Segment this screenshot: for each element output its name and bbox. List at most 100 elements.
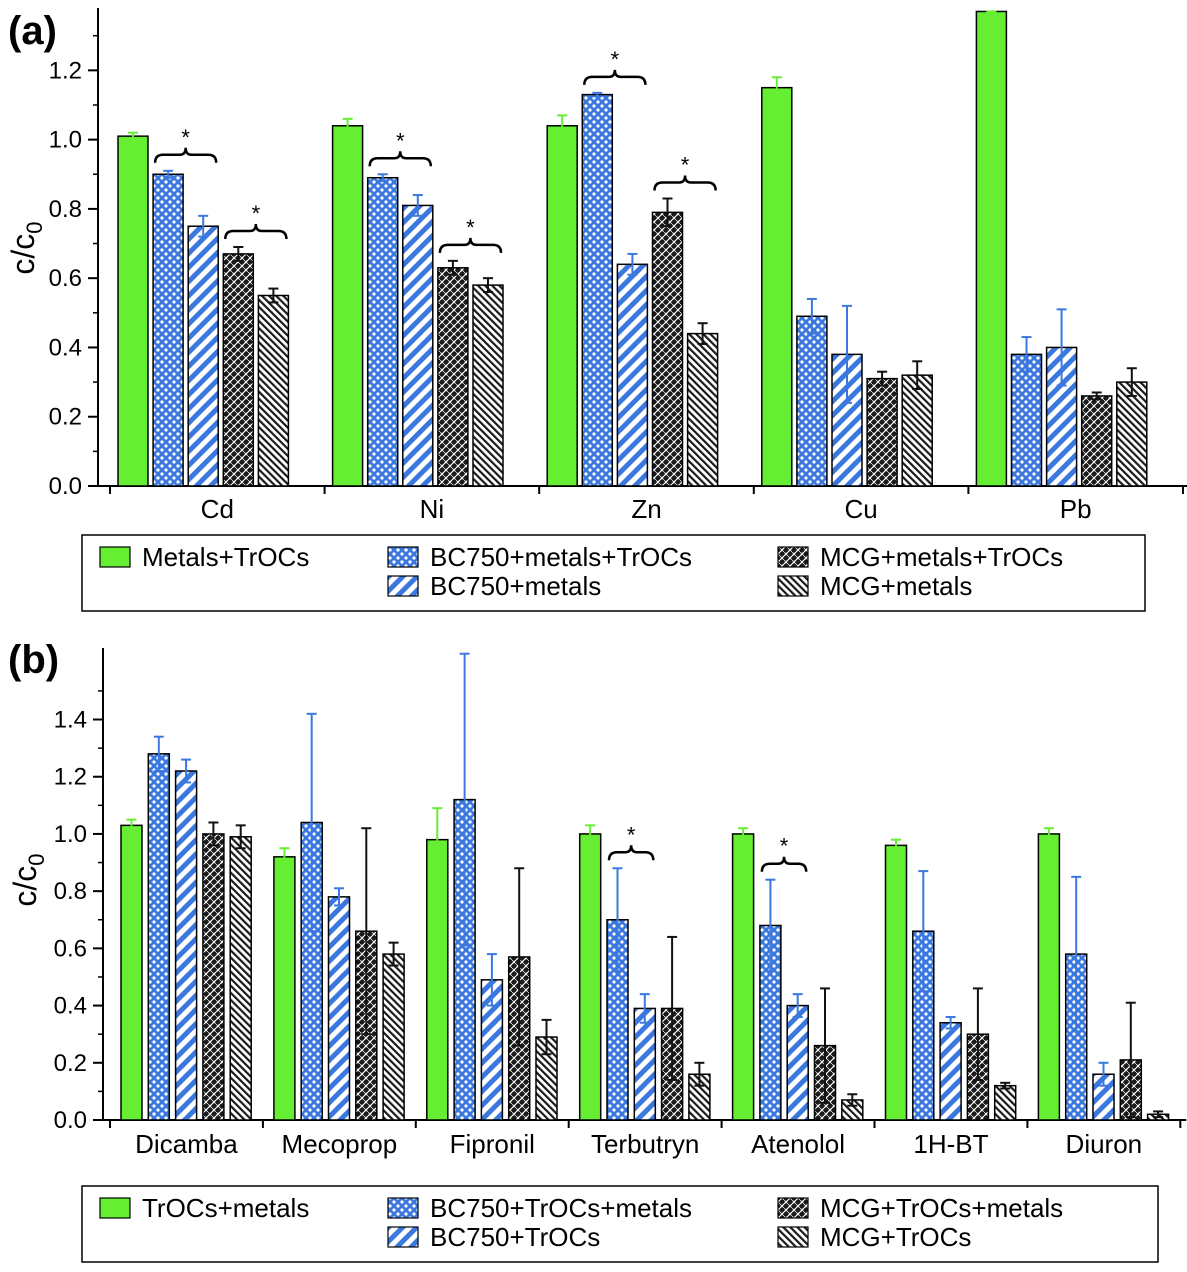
y-tick-label: 0.6: [54, 935, 87, 962]
significance-asterisk: *: [627, 822, 636, 847]
significance-asterisk: *: [396, 128, 405, 153]
x-tick-label: Terbutryn: [591, 1129, 699, 1159]
x-tick-label: Diuron: [1066, 1129, 1143, 1159]
significance-asterisk: *: [181, 125, 190, 150]
legend-entry: BC750+TrOCs: [430, 1222, 600, 1252]
legend-entry: BC750+metals+TrOCs: [430, 542, 692, 572]
y-tick-label: 0.2: [49, 404, 82, 431]
panel-b-legend: TrOCs+metals BC750+TrOCs+metalsBC750+TrOC…: [81, 1185, 1159, 1263]
bar: [331, 125, 364, 487]
y-axis-label: c/c0: [7, 853, 49, 906]
bar: [229, 836, 252, 1121]
bar: [472, 284, 504, 487]
y-axis-label-sub: 0: [22, 221, 47, 233]
x-tick-label: Ni: [420, 494, 445, 524]
panel-a-label: (a): [8, 9, 57, 53]
bar: [120, 824, 143, 1121]
bar: [187, 225, 219, 487]
significance-asterisk: *: [611, 47, 620, 72]
bar: [273, 856, 296, 1121]
y-tick-label: 1.0: [49, 127, 82, 154]
significance-brace: [760, 856, 808, 872]
y-tick-label: 0.0: [54, 1107, 87, 1134]
legend-swatch: [777, 546, 809, 568]
y-tick-label: 1.2: [54, 764, 87, 791]
bar: [437, 267, 469, 487]
bar: [884, 844, 908, 1121]
bar: [117, 135, 149, 487]
significance-asterisk: *: [681, 153, 690, 178]
y-tick-label: 0.6: [49, 265, 82, 292]
bar: [257, 294, 290, 487]
y-tick-label: 0.4: [54, 993, 87, 1020]
bar: [382, 953, 405, 1121]
x-tick-label: Cd: [201, 494, 234, 524]
bar: [327, 896, 351, 1121]
bar: [1010, 353, 1043, 487]
bar: [796, 315, 828, 487]
legend-swatch: [387, 1226, 419, 1248]
significance-brace: [653, 175, 717, 191]
legend-entry: MCG+TrOCs: [820, 1222, 971, 1252]
bar: [616, 263, 649, 487]
legend-swatch: [99, 546, 131, 568]
bar: [1037, 833, 1061, 1121]
legend-entry: BC750+TrOCs+metals: [430, 1193, 692, 1223]
bar: [222, 253, 255, 487]
bar: [402, 204, 434, 487]
y-axis-label-main: c/c: [5, 234, 41, 275]
y-tick-label: 0.8: [54, 878, 87, 905]
legend-entry: BC750+metals: [430, 571, 601, 601]
bar: [731, 833, 755, 1121]
bar: [366, 176, 399, 487]
legend-entry: TrOCs+metals: [142, 1193, 309, 1223]
y-tick-label: 0.0: [49, 473, 82, 500]
bar: [147, 753, 171, 1121]
panel-b-label: (b): [8, 638, 59, 682]
x-tick-label: Fipronil: [450, 1129, 535, 1159]
significance-brace: [438, 237, 503, 253]
bar: [546, 125, 578, 487]
bar: [202, 833, 225, 1121]
bar: [152, 173, 184, 487]
bar: [786, 1004, 809, 1121]
legend-swatch: [777, 575, 809, 597]
y-tick-label: 0.2: [54, 1050, 87, 1077]
legend-entry: MCG+TrOCs+metals: [820, 1193, 1063, 1223]
x-tick-label: Zn: [631, 494, 661, 524]
bar: [975, 10, 1008, 487]
bar: [651, 211, 684, 487]
legend-entry: MCG+metals: [820, 571, 972, 601]
legend-entry: MCG+metals+TrOCs: [820, 542, 1063, 572]
bar: [993, 1084, 1017, 1121]
bar: [686, 332, 719, 487]
legend-swatch: [387, 575, 419, 597]
bar: [939, 1021, 962, 1121]
legend-entry: Metals+TrOCs: [142, 542, 309, 572]
significance-asterisk: *: [780, 834, 789, 859]
x-tick-label: Dicamba: [135, 1129, 238, 1159]
bar: [1080, 395, 1113, 487]
y-axis-label-sub: 0: [24, 853, 49, 865]
bar: [578, 833, 602, 1121]
y-tick-label: 0.8: [49, 196, 82, 223]
legend-swatch: [387, 546, 419, 568]
x-tick-label: Atenolol: [751, 1129, 845, 1159]
legend-swatch: [777, 1197, 809, 1219]
bar: [1116, 381, 1148, 487]
y-tick-label: 1.0: [54, 821, 87, 848]
x-tick-label: 1H-BT: [913, 1129, 988, 1159]
y-tick-label: 1.4: [54, 707, 87, 734]
y-tick-label: 0.4: [49, 334, 82, 361]
y-axis-label-main: c/c: [7, 866, 43, 907]
y-tick-label: 1.2: [49, 57, 82, 84]
legend-swatch: [99, 1197, 131, 1219]
legend-swatch: [777, 1226, 809, 1248]
bar: [866, 377, 898, 487]
significance-brace: [368, 151, 433, 167]
bar: [581, 93, 614, 487]
bar: [901, 374, 933, 487]
significance-brace: [607, 845, 655, 861]
